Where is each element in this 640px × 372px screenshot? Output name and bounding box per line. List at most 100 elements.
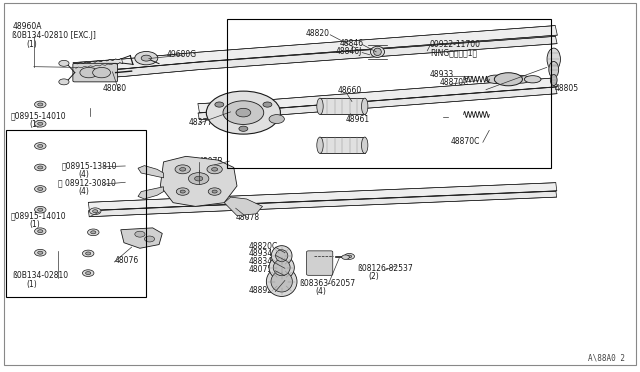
Circle shape (176, 188, 189, 195)
Text: (4): (4) (79, 187, 90, 196)
Circle shape (83, 250, 94, 257)
Circle shape (342, 255, 349, 259)
Circle shape (239, 126, 248, 131)
Text: Ⓝ 08912-30810: Ⓝ 08912-30810 (58, 179, 116, 187)
Text: Ⓧ08915-14010: Ⓧ08915-14010 (10, 211, 66, 220)
Bar (6, 130, 147, 297)
Text: ß08126-82537: ß08126-82537 (357, 264, 413, 273)
Circle shape (38, 144, 43, 147)
Circle shape (38, 251, 43, 254)
Circle shape (35, 142, 46, 149)
Text: 48870C: 48870C (440, 78, 469, 87)
Circle shape (208, 188, 221, 195)
Text: 48078: 48078 (236, 213, 260, 222)
Circle shape (188, 173, 209, 185)
Ellipse shape (266, 267, 297, 296)
Polygon shape (73, 26, 557, 72)
Polygon shape (138, 187, 164, 199)
Circle shape (35, 101, 46, 108)
Circle shape (206, 91, 280, 134)
Circle shape (344, 253, 355, 259)
Ellipse shape (549, 61, 559, 78)
Polygon shape (198, 87, 557, 120)
Ellipse shape (550, 74, 557, 86)
Circle shape (35, 164, 46, 171)
Circle shape (141, 55, 152, 61)
Text: 48076: 48076 (115, 256, 139, 265)
Ellipse shape (374, 48, 381, 55)
Ellipse shape (486, 75, 505, 83)
Bar (320, 137, 365, 153)
Circle shape (86, 272, 91, 275)
Text: ß0B134-02810: ß0B134-02810 (12, 271, 68, 280)
FancyBboxPatch shape (307, 251, 333, 275)
Text: (1): (1) (29, 220, 40, 229)
Text: RINGリング（1）: RINGリング（1） (430, 48, 477, 57)
Circle shape (80, 67, 98, 78)
Text: 48377: 48377 (189, 118, 213, 127)
Polygon shape (121, 228, 163, 248)
Circle shape (86, 252, 91, 255)
Circle shape (35, 186, 46, 192)
Text: 48080: 48080 (103, 84, 127, 93)
Text: 48846: 48846 (339, 39, 364, 48)
Text: 48960A: 48960A (12, 22, 42, 31)
Text: (4): (4) (79, 170, 90, 179)
Text: 48961: 48961 (346, 115, 370, 124)
Text: ß08363-62057: ß08363-62057 (300, 279, 356, 288)
Circle shape (38, 166, 43, 169)
Ellipse shape (317, 98, 323, 115)
Circle shape (88, 229, 99, 235)
Text: 48820C: 48820C (248, 241, 278, 250)
Circle shape (215, 102, 224, 107)
Circle shape (175, 165, 190, 174)
Text: (1): (1) (26, 280, 37, 289)
Circle shape (93, 67, 111, 78)
FancyBboxPatch shape (73, 63, 118, 82)
Text: 48870C: 48870C (451, 137, 480, 146)
Ellipse shape (362, 98, 368, 115)
Text: (1): (1) (26, 39, 37, 49)
Circle shape (180, 167, 186, 171)
Circle shape (269, 115, 284, 124)
Circle shape (93, 210, 98, 213)
Ellipse shape (494, 73, 522, 86)
Text: 48892: 48892 (248, 286, 273, 295)
Text: (2): (2) (368, 272, 379, 281)
Circle shape (347, 255, 351, 258)
Text: Ⓧ08915-13810: Ⓧ08915-13810 (61, 161, 117, 170)
Circle shape (35, 206, 46, 213)
Circle shape (212, 190, 217, 193)
Text: 48073: 48073 (173, 173, 197, 182)
Bar (320, 98, 365, 115)
Circle shape (38, 103, 43, 106)
Circle shape (35, 249, 46, 256)
Text: 00922-11700: 00922-11700 (430, 40, 481, 49)
Text: 48846J: 48846J (335, 47, 362, 56)
Text: 48933: 48933 (430, 70, 454, 79)
Text: A\88A0 2: A\88A0 2 (588, 353, 625, 362)
Text: 48075: 48075 (248, 265, 273, 274)
Circle shape (38, 187, 43, 190)
Circle shape (145, 236, 155, 242)
Ellipse shape (273, 259, 290, 276)
Circle shape (236, 108, 251, 117)
Ellipse shape (269, 255, 294, 280)
Ellipse shape (271, 271, 292, 292)
Text: ß0B134-02810 [EXC.J]: ß0B134-02810 [EXC.J] (12, 31, 96, 40)
Ellipse shape (276, 250, 288, 262)
Polygon shape (74, 36, 557, 80)
Circle shape (212, 167, 218, 171)
Polygon shape (88, 191, 557, 217)
Circle shape (38, 230, 43, 233)
Polygon shape (88, 183, 557, 211)
Circle shape (180, 190, 185, 193)
Text: 4807B: 4807B (198, 157, 223, 166)
Circle shape (135, 231, 145, 237)
Polygon shape (138, 166, 164, 178)
Circle shape (90, 208, 101, 215)
Ellipse shape (317, 137, 323, 153)
Text: 48934: 48934 (248, 249, 273, 258)
Circle shape (59, 60, 69, 66)
Circle shape (223, 101, 264, 125)
